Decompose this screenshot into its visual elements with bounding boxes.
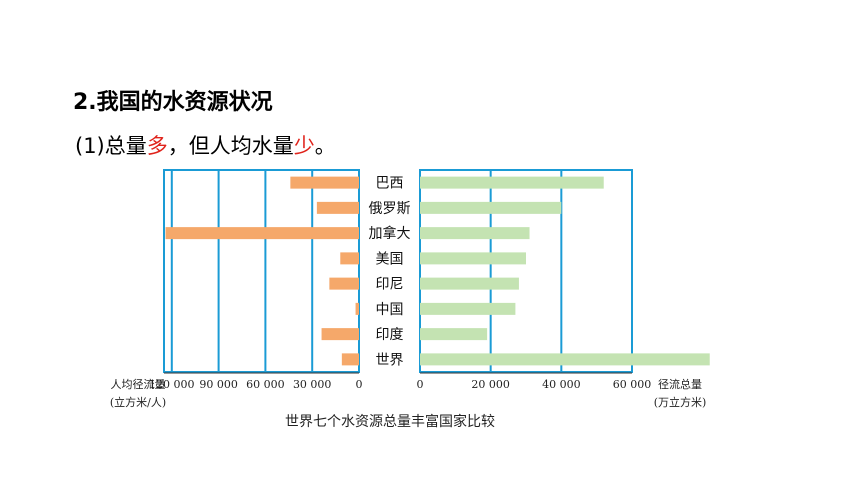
left-bar — [290, 176, 359, 189]
category-label: 美国 — [376, 251, 404, 267]
emphasis-less: 少 — [293, 134, 315, 158]
left-axis-label: 人均径流量 — [111, 377, 166, 391]
category-label: 加拿大 — [369, 225, 411, 242]
left-bar — [165, 227, 359, 240]
left-bar — [341, 353, 359, 366]
category-label: 世界 — [376, 352, 404, 368]
left-bar — [316, 201, 359, 214]
right-bar — [420, 201, 562, 214]
right-bar — [420, 353, 710, 366]
left-bar — [329, 277, 359, 290]
summary-suffix: 。 — [314, 134, 336, 158]
category-label: 俄罗斯 — [369, 201, 411, 217]
summary-line: (1)总量多，但人均水量少。 — [75, 130, 336, 160]
left-axis-unit: (立方米/人) — [110, 395, 166, 409]
section-heading: 2.我国的水资源状况 — [73, 90, 273, 115]
category-label: 印度 — [376, 327, 404, 343]
chart-caption: 世界七个水资源总量丰富国家比较 — [285, 413, 495, 430]
left-bar — [321, 328, 359, 341]
left-bar — [340, 252, 359, 265]
left-panel-frame — [163, 169, 360, 373]
left-tick-label: 60 000 — [246, 378, 285, 391]
right-bar — [420, 328, 488, 341]
left-bar — [355, 302, 359, 315]
right-axis-unit: (万立方米) — [654, 395, 707, 409]
category-label: 印尼 — [376, 277, 404, 293]
right-tick-label: 0 — [417, 378, 424, 391]
right-bar — [420, 252, 526, 265]
right-tick-label: 20 000 — [471, 378, 510, 391]
right-bar — [420, 176, 604, 189]
right-bar — [420, 302, 516, 315]
emphasis-more: 多 — [146, 134, 168, 158]
left-tick-label: 30 000 — [293, 378, 332, 391]
right-axis-label: 径流总量 — [658, 377, 702, 391]
right-tick-label: 60 000 — [613, 378, 652, 391]
right-bar — [420, 227, 530, 240]
left-tick-label: 90 000 — [199, 378, 238, 391]
right-bar — [420, 277, 519, 290]
category-label: 中国 — [376, 302, 404, 318]
summary-prefix: (1)总量 — [75, 134, 147, 158]
left-tick-label: 0 — [356, 378, 363, 391]
right-panel-frame — [419, 169, 633, 373]
summary-middle: ，但人均水量 — [167, 134, 294, 158]
left-tick-label: 120 000 — [149, 378, 195, 391]
right-tick-label: 40 000 — [542, 378, 581, 391]
category-label: 巴西 — [376, 176, 404, 192]
